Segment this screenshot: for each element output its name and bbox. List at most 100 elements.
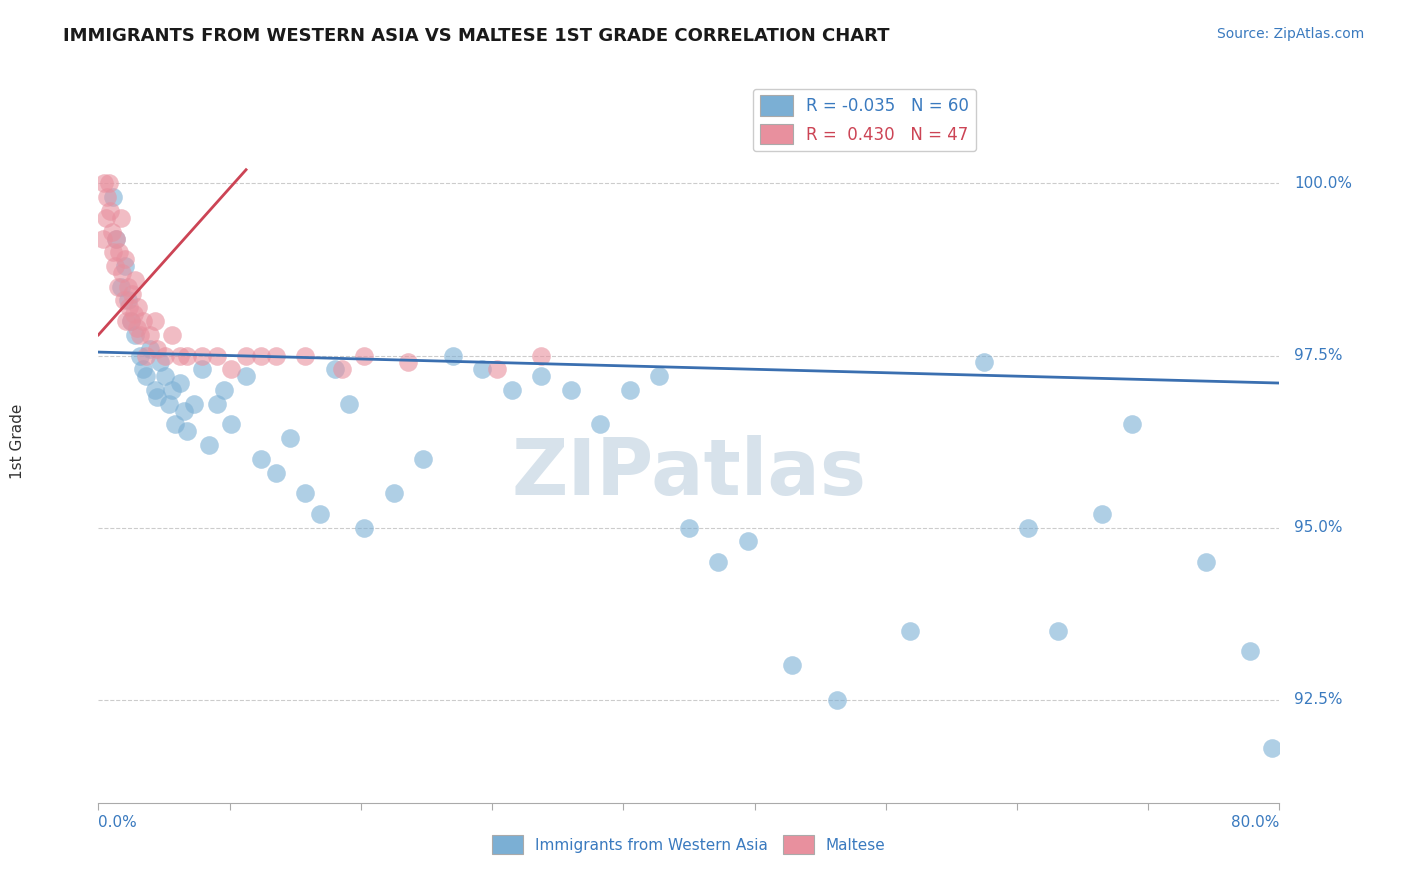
Point (353, 520, 375, 534)
Text: Source: ZipAtlas.com: Source: ZipAtlas.com (1216, 27, 1364, 41)
Point (191, 362, 214, 376)
Text: IMMIGRANTS FROM WESTERN ASIA VS MALTESE 1ST GRADE CORRELATION CHART: IMMIGRANTS FROM WESTERN ASIA VS MALTESE … (63, 27, 890, 45)
Point (120, 314, 142, 328)
Point (117, 279, 139, 293)
Text: 1st Grade: 1st Grade (10, 404, 25, 479)
Point (330, 362, 353, 376)
Point (110, 279, 132, 293)
Point (153, 369, 176, 384)
Point (1121, 417, 1143, 432)
Text: 80.0%: 80.0% (1232, 815, 1279, 830)
Point (105, 231, 128, 245)
Point (339, 397, 361, 411)
Point (398, 355, 420, 369)
Point (183, 397, 205, 411)
Point (176, 349, 198, 363)
Point (105, 231, 128, 245)
Point (250, 349, 273, 363)
Point (280, 431, 302, 445)
Point (114, 259, 136, 273)
Point (1018, 520, 1040, 534)
Point (97, 177, 120, 191)
Point (114, 252, 136, 267)
Point (96, 190, 118, 204)
Point (146, 390, 169, 404)
Point (139, 327, 162, 342)
Text: ZIPatlas: ZIPatlas (512, 434, 866, 510)
Point (124, 327, 146, 342)
Text: 95.0%: 95.0% (1295, 520, 1343, 535)
Point (91, 231, 114, 245)
Point (100, 225, 122, 239)
Point (128, 349, 150, 363)
Point (501, 383, 523, 397)
Point (530, 369, 553, 384)
Point (117, 293, 139, 308)
Point (250, 451, 273, 466)
Point (191, 349, 214, 363)
Point (782, 658, 804, 673)
Point (153, 349, 176, 363)
Text: 100.0%: 100.0% (1295, 176, 1353, 191)
Point (530, 349, 553, 363)
Point (441, 349, 464, 363)
Point (619, 383, 641, 397)
Point (135, 369, 157, 384)
Point (205, 397, 228, 411)
Point (353, 349, 375, 363)
Point (93, 177, 115, 191)
Point (122, 307, 145, 321)
Point (176, 424, 198, 438)
Point (169, 349, 191, 363)
Point (98, 204, 121, 219)
Point (1195, 555, 1218, 569)
Point (707, 555, 730, 569)
Point (132, 314, 155, 328)
Point (132, 362, 155, 376)
Point (221, 362, 243, 376)
Point (146, 342, 169, 356)
Point (162, 327, 183, 342)
Point (205, 349, 228, 363)
Point (173, 403, 195, 417)
Text: 92.5%: 92.5% (1295, 692, 1343, 707)
Point (115, 314, 138, 328)
Point (294, 486, 316, 500)
Text: 97.5%: 97.5% (1295, 348, 1343, 363)
Point (121, 286, 143, 301)
Point (127, 301, 149, 315)
Point (323, 362, 346, 376)
Point (589, 417, 612, 432)
Point (143, 383, 166, 397)
Point (1239, 644, 1261, 658)
Point (900, 624, 922, 638)
Point (235, 369, 257, 384)
Point (382, 486, 405, 500)
Point (104, 259, 127, 273)
Point (471, 362, 494, 376)
Point (235, 349, 257, 363)
Point (139, 342, 162, 356)
Point (135, 349, 157, 363)
Legend: Immigrants from Western Asia, Maltese: Immigrants from Western Asia, Maltese (486, 830, 891, 860)
Point (486, 362, 509, 376)
Point (112, 293, 135, 308)
Point (1047, 624, 1070, 638)
Text: 0.0%: 0.0% (98, 815, 138, 830)
Point (162, 383, 183, 397)
Point (120, 314, 142, 328)
Point (678, 520, 700, 534)
Point (294, 349, 316, 363)
Point (560, 383, 582, 397)
Point (198, 438, 221, 452)
Point (1261, 740, 1284, 755)
Point (212, 383, 235, 397)
Point (111, 266, 134, 280)
Point (737, 534, 759, 549)
Point (221, 417, 243, 432)
Point (143, 314, 166, 328)
Point (124, 273, 146, 287)
Point (118, 301, 141, 315)
Point (110, 211, 132, 225)
Point (648, 369, 671, 384)
